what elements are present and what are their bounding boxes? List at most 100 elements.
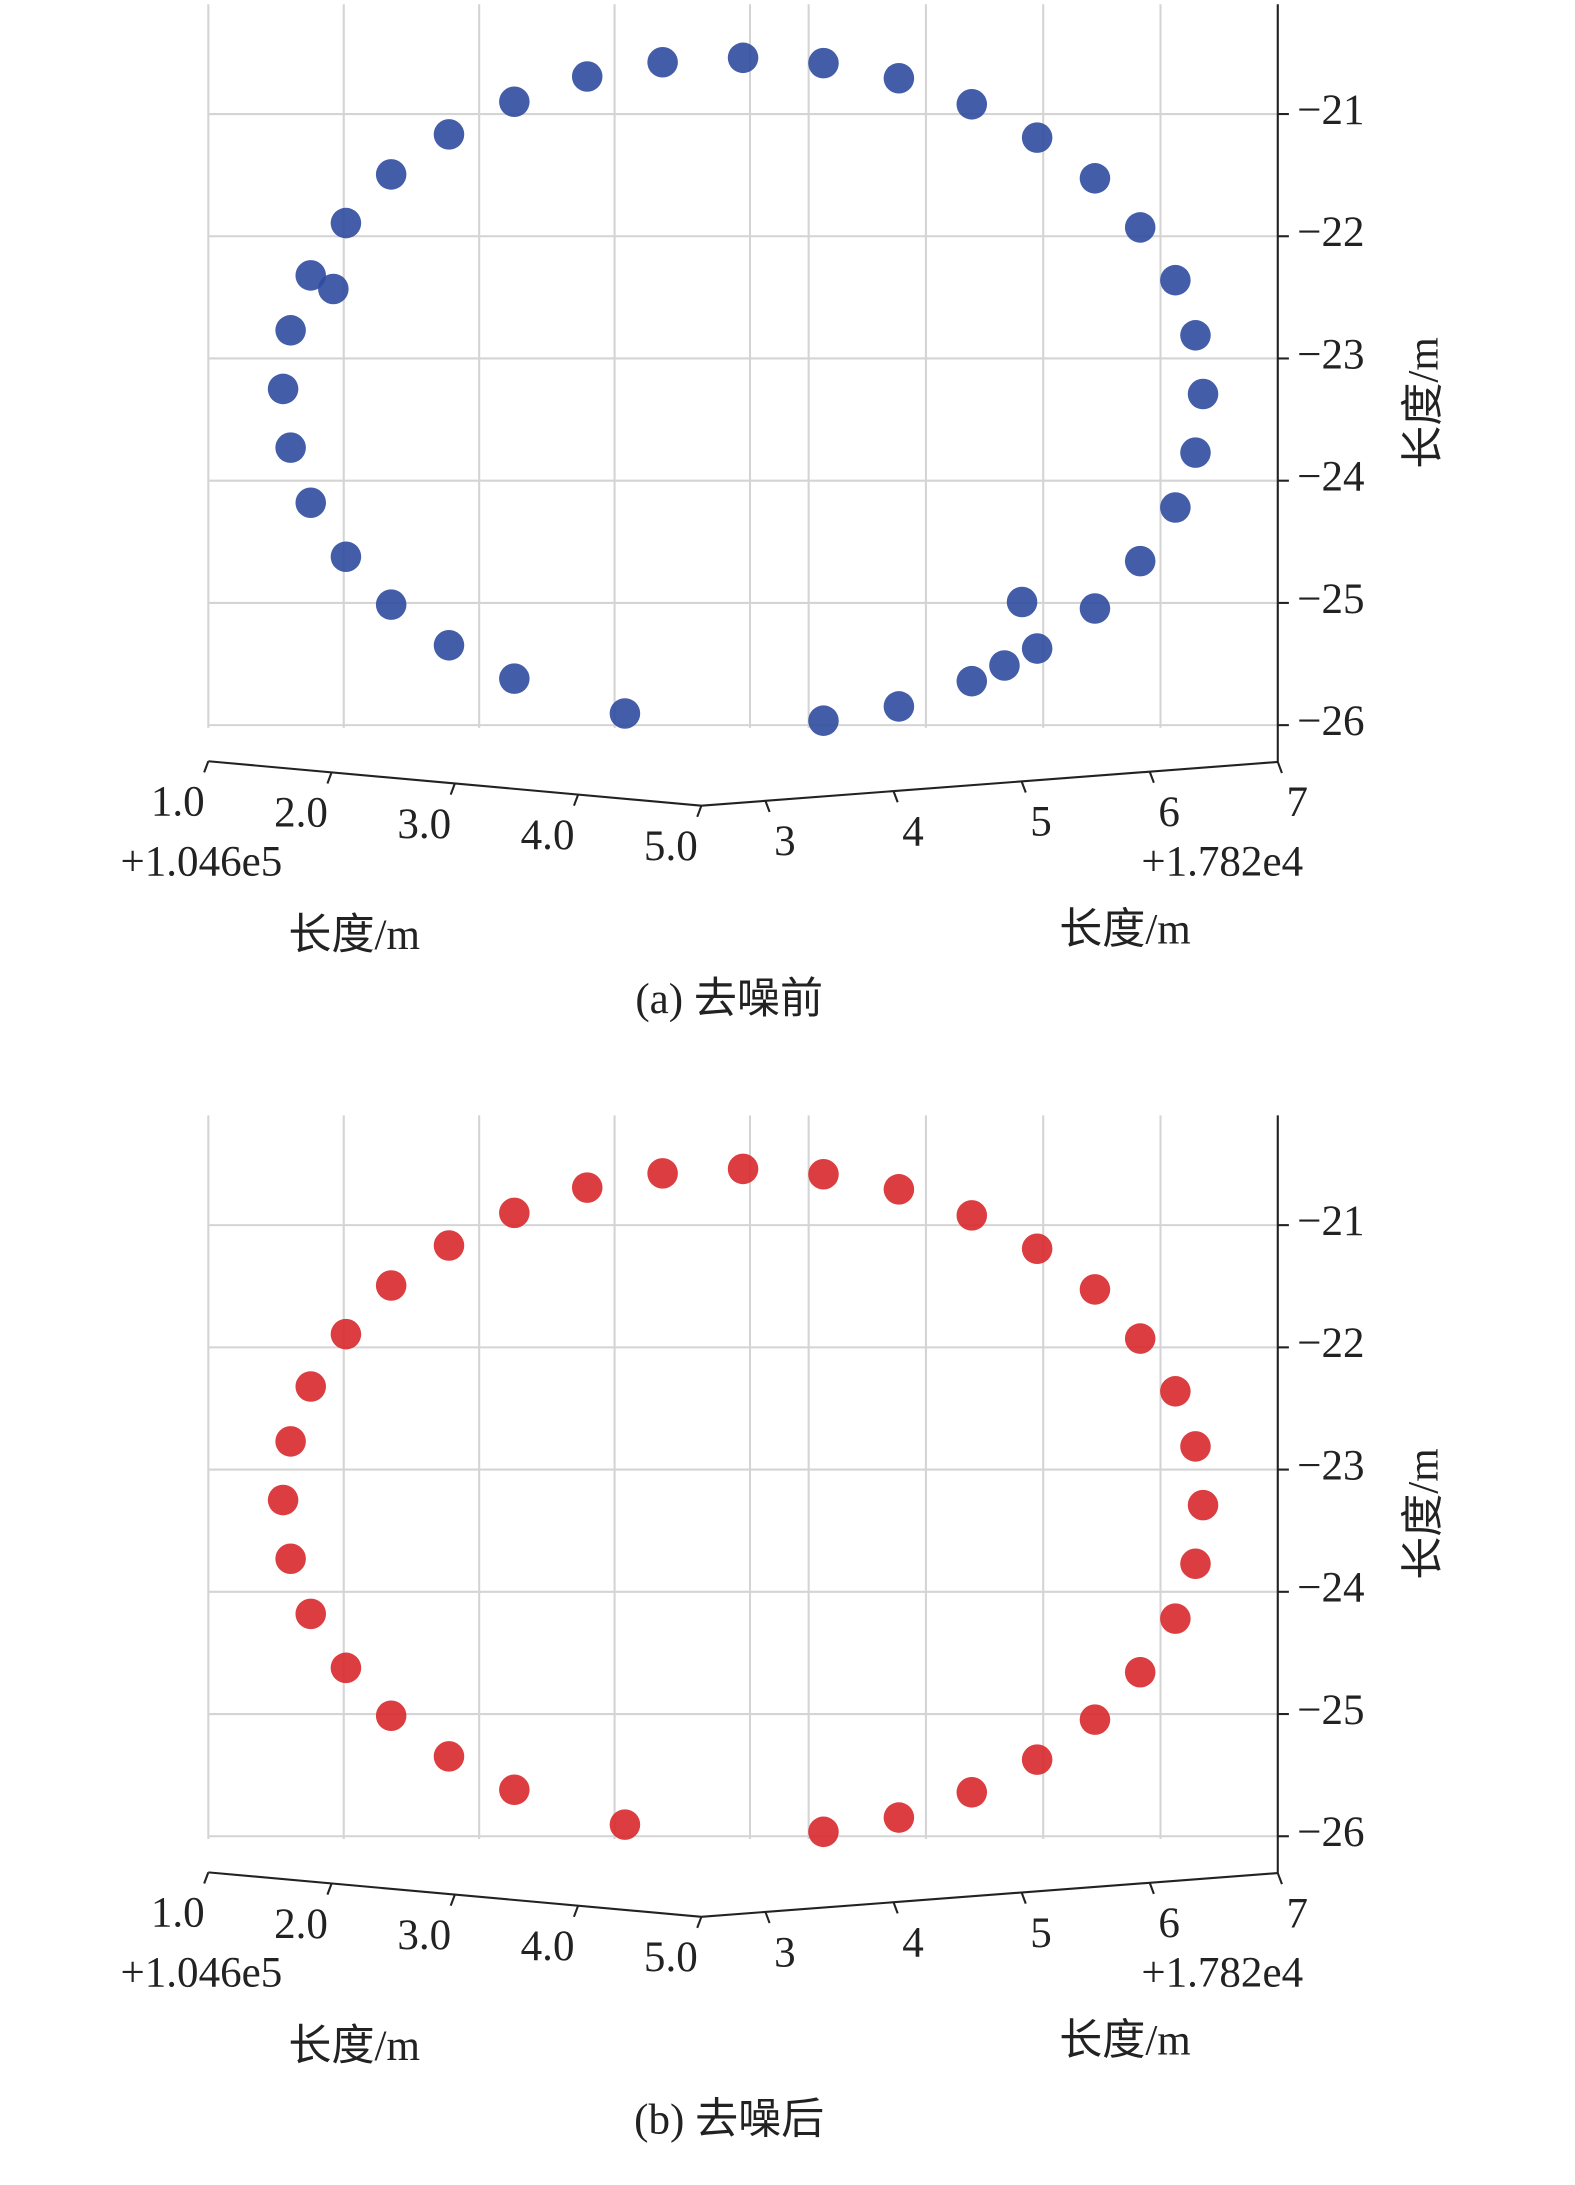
y-tick	[1020, 781, 1027, 793]
point	[609, 1809, 641, 1840]
point	[1079, 1704, 1111, 1735]
caption: (b) 去噪后	[634, 2097, 824, 2144]
x-tick	[696, 805, 703, 818]
point	[1021, 122, 1053, 153]
point	[883, 1174, 915, 1205]
point	[499, 663, 530, 694]
y-tick	[1020, 1892, 1027, 1904]
point	[499, 1774, 530, 1806]
y-tick	[1148, 1882, 1155, 1895]
point	[1187, 1489, 1219, 1521]
z-tick-label: −26	[1297, 698, 1364, 745]
y-tick-label: 5	[1030, 1910, 1052, 1957]
point	[375, 1700, 407, 1732]
point	[375, 1270, 407, 1301]
point	[318, 273, 349, 305]
point	[1124, 1656, 1156, 1688]
point	[1180, 437, 1211, 468]
x-tick	[326, 1883, 333, 1895]
z-tick-label: −22	[1297, 209, 1364, 256]
point	[1021, 633, 1053, 664]
z-axis-label: 长度/m	[1401, 337, 1448, 469]
x-tick-label: 1.0	[151, 779, 205, 826]
y-tick-label: 6	[1158, 1900, 1180, 1947]
z-tick-label: −25	[1297, 576, 1364, 623]
point	[883, 1802, 915, 1833]
point	[1180, 1548, 1211, 1580]
point	[956, 665, 988, 697]
point	[609, 698, 641, 729]
point	[808, 1816, 839, 1848]
point	[295, 1371, 327, 1402]
point	[1180, 320, 1211, 351]
point	[956, 1200, 988, 1231]
z-tick-label: −23	[1297, 1442, 1364, 1489]
y-tick-label: 3	[774, 1929, 796, 1976]
point	[883, 691, 915, 722]
y-tick	[1276, 761, 1283, 774]
point	[330, 1318, 362, 1350]
point	[1079, 593, 1111, 624]
point	[330, 541, 362, 572]
point	[808, 1158, 839, 1190]
point	[330, 207, 362, 239]
x-tick-label: 4.0	[521, 1923, 575, 1970]
point	[275, 1426, 306, 1457]
y-tick	[1148, 771, 1155, 784]
point	[1079, 1274, 1111, 1305]
z-tick-label: −25	[1297, 1687, 1364, 1734]
chart: 1.0 2.0 3.0 4.0 5.0 3 4 5 6 7 −21 −22 −23 −24 −25 −26 +1…	[121, 1115, 1448, 2144]
z-tick-label: −23	[1297, 331, 1364, 378]
x-tick-label: 3.0	[397, 1912, 451, 1959]
point	[433, 1230, 465, 1261]
z-tick-label: −21	[1297, 1198, 1364, 1245]
point	[499, 1197, 530, 1229]
point	[808, 47, 839, 79]
point	[647, 1158, 678, 1189]
y-axis	[701, 760, 1278, 807]
z-tick-label: −22	[1297, 1320, 1364, 1367]
point	[275, 432, 306, 463]
point	[1160, 264, 1191, 296]
point	[571, 1172, 603, 1203]
point	[1006, 586, 1038, 618]
point	[1160, 1603, 1191, 1634]
x-tick	[572, 794, 580, 807]
x-tick-label: 5.0	[644, 1934, 698, 1981]
point	[1180, 1431, 1211, 1462]
point	[1160, 492, 1191, 523]
x-axis-label: 长度/m	[288, 2023, 420, 2070]
point	[1124, 212, 1156, 243]
z-tick-label: −24	[1297, 1565, 1364, 1612]
point	[433, 1741, 465, 1772]
point	[1124, 1323, 1156, 1354]
caption: (a) 去噪前	[635, 976, 823, 1023]
point	[375, 589, 407, 620]
point	[295, 260, 327, 291]
x-offset: +1.046e5	[121, 838, 283, 885]
x-tick	[572, 1905, 580, 1918]
point	[883, 62, 915, 94]
point	[808, 705, 839, 736]
point	[330, 1652, 362, 1684]
point	[1187, 378, 1219, 410]
point	[1160, 1376, 1191, 1407]
x-tick	[203, 1871, 210, 1884]
z-axis-label: 长度/m	[1401, 1448, 1448, 1580]
y-axis-label: 长度/m	[1059, 2017, 1191, 2064]
point	[727, 1153, 759, 1185]
x-tick-label: 5.0	[644, 823, 698, 870]
y-offset: +1.782e4	[1141, 1949, 1303, 1996]
point	[275, 1543, 306, 1575]
x-tick	[203, 760, 210, 773]
x-tick-label: 4.0	[521, 812, 575, 859]
point	[267, 1484, 299, 1516]
x-tick	[326, 771, 333, 784]
x-tick	[449, 1894, 456, 1907]
y-tick	[892, 1901, 899, 1914]
y-tick-label: 6	[1158, 789, 1180, 836]
x-tick-label: 1.0	[151, 1890, 205, 1937]
y-axis-label: 长度/m	[1059, 906, 1191, 953]
point	[267, 373, 299, 405]
